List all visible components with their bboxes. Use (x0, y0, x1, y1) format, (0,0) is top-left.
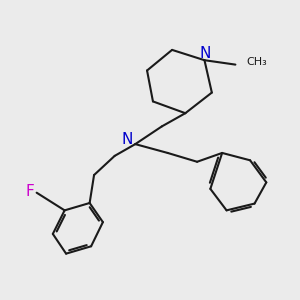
Text: CH₃: CH₃ (247, 57, 267, 67)
Text: N: N (121, 132, 133, 147)
Text: N: N (200, 46, 211, 61)
Text: F: F (26, 184, 34, 199)
